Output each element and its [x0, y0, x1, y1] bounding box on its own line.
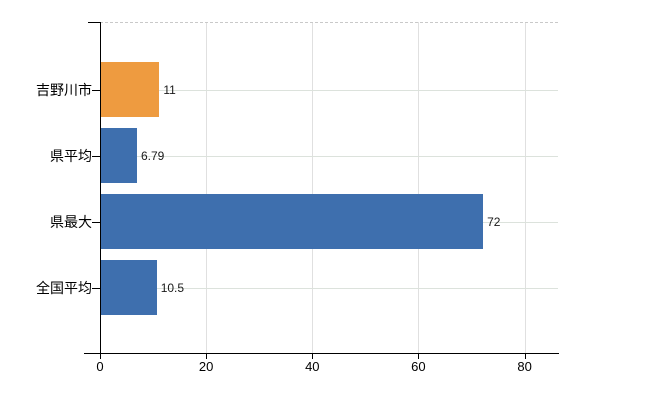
category-tick: [92, 287, 100, 289]
y-gridline: [100, 287, 558, 289]
x-tick-label: 40: [305, 359, 320, 374]
value-label: 11: [163, 82, 176, 97]
x-gridline: [418, 22, 420, 353]
x-gridline: [524, 22, 526, 353]
x-tick: [312, 353, 314, 359]
category-label: 全国平均: [36, 279, 92, 296]
y-axis-top-tick: [88, 22, 100, 23]
x-tick: [418, 353, 420, 359]
bar-1: [101, 62, 160, 117]
category-label: 吉野川市: [36, 81, 92, 98]
x-tick-label: 20: [198, 359, 214, 374]
x-tick: [100, 353, 101, 359]
category-tick: [92, 155, 100, 157]
category-label: 県平均: [50, 147, 92, 164]
category-label: 県最大: [50, 213, 92, 230]
plot-top-border: [100, 22, 558, 23]
value-label: 10.5: [160, 280, 185, 295]
x-tick-label: 80: [517, 359, 532, 374]
bar-2: [101, 128, 137, 183]
x-tick-label: 60: [411, 359, 426, 374]
bar-3: [101, 194, 484, 249]
value-label: 72: [487, 214, 501, 229]
x-tick: [524, 353, 526, 359]
category-tick: [92, 221, 100, 223]
y-gridline: [100, 155, 558, 157]
x-gridline: [206, 22, 208, 353]
bar-4: [101, 260, 157, 315]
x-tick: [206, 353, 208, 359]
y-axis: [100, 22, 101, 359]
x-tick-label: 0: [96, 359, 104, 374]
x-axis: [84, 353, 559, 354]
category-tick: [92, 89, 100, 91]
x-gridline: [312, 22, 314, 353]
y-gridline: [100, 89, 558, 91]
value-label: 6.79: [141, 148, 165, 163]
